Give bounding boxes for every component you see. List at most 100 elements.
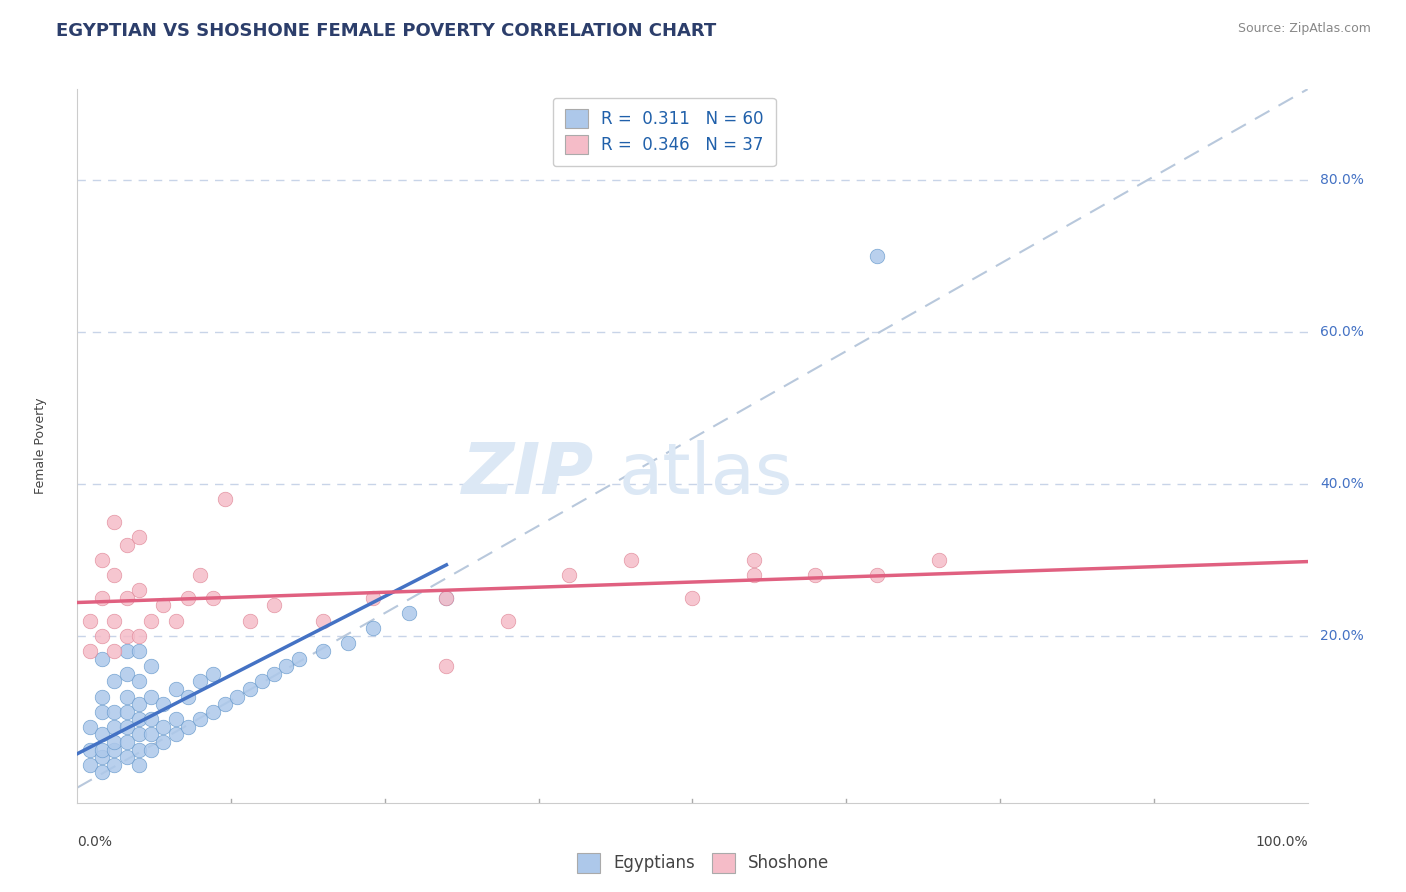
- Point: [90, 690, 114, 704]
- Text: 20.0%: 20.0%: [1320, 629, 1364, 643]
- Point: [188, 712, 212, 726]
- Point: [79, 644, 101, 658]
- Text: 80.0%: 80.0%: [1320, 173, 1364, 187]
- Point: [214, 492, 236, 507]
- Point: [128, 712, 150, 726]
- Point: [115, 690, 138, 704]
- Point: [128, 742, 150, 756]
- Point: [866, 568, 889, 582]
- Point: [103, 757, 125, 772]
- Point: [361, 591, 384, 605]
- Text: 40.0%: 40.0%: [1320, 477, 1364, 491]
- Point: [804, 568, 827, 582]
- Point: [141, 727, 163, 741]
- Point: [866, 249, 889, 263]
- Point: [90, 629, 114, 643]
- Point: [141, 659, 163, 673]
- Point: [152, 720, 174, 734]
- Point: [152, 599, 174, 613]
- Point: [165, 712, 187, 726]
- Point: [128, 727, 150, 741]
- Point: [128, 530, 150, 544]
- Point: [141, 690, 163, 704]
- Point: [165, 614, 187, 628]
- Point: [115, 644, 138, 658]
- Point: [152, 697, 174, 711]
- Point: [188, 568, 212, 582]
- Point: [79, 757, 101, 772]
- Point: [103, 735, 125, 749]
- Point: [128, 697, 150, 711]
- Point: [436, 659, 458, 673]
- Point: [115, 666, 138, 681]
- Text: 100.0%: 100.0%: [1256, 835, 1308, 849]
- Text: ZIP: ZIP: [461, 440, 595, 509]
- Point: [177, 690, 200, 704]
- Point: [103, 614, 125, 628]
- Point: [128, 644, 150, 658]
- Point: [115, 750, 138, 764]
- Point: [128, 583, 150, 598]
- Point: [201, 591, 224, 605]
- Point: [90, 651, 114, 665]
- Point: [103, 674, 125, 689]
- Point: [103, 742, 125, 756]
- Point: [79, 720, 101, 734]
- Legend: R =  0.311   N = 60, R =  0.346   N = 37: R = 0.311 N = 60, R = 0.346 N = 37: [553, 97, 776, 166]
- Point: [620, 553, 643, 567]
- Point: [79, 742, 101, 756]
- Point: [337, 636, 360, 650]
- Point: [188, 674, 212, 689]
- Point: [177, 591, 200, 605]
- Point: [312, 614, 335, 628]
- Point: [496, 614, 519, 628]
- Text: Female Poverty: Female Poverty: [34, 398, 46, 494]
- Point: [128, 757, 150, 772]
- Point: [214, 697, 236, 711]
- Point: [226, 690, 249, 704]
- Point: [90, 742, 114, 756]
- Point: [115, 538, 138, 552]
- Point: [79, 614, 101, 628]
- Point: [201, 666, 224, 681]
- Text: 0.0%: 0.0%: [77, 835, 112, 849]
- Point: [361, 621, 384, 635]
- Text: EGYPTIAN VS SHOSHONE FEMALE POVERTY CORRELATION CHART: EGYPTIAN VS SHOSHONE FEMALE POVERTY CORR…: [56, 22, 717, 40]
- Point: [141, 712, 163, 726]
- Point: [128, 629, 150, 643]
- Point: [103, 705, 125, 719]
- Point: [436, 591, 458, 605]
- Point: [201, 705, 224, 719]
- Point: [263, 599, 285, 613]
- Point: [90, 705, 114, 719]
- Point: [398, 606, 420, 620]
- Point: [115, 735, 138, 749]
- Point: [128, 674, 150, 689]
- Point: [165, 727, 187, 741]
- Text: Source: ZipAtlas.com: Source: ZipAtlas.com: [1237, 22, 1371, 36]
- Point: [682, 591, 704, 605]
- Legend: Egyptians, Shoshone: Egyptians, Shoshone: [569, 847, 837, 880]
- Point: [115, 720, 138, 734]
- Point: [742, 553, 765, 567]
- Point: [90, 727, 114, 741]
- Text: atlas: atlas: [619, 440, 793, 509]
- Point: [239, 614, 262, 628]
- Point: [250, 674, 273, 689]
- Point: [288, 651, 311, 665]
- Point: [141, 742, 163, 756]
- Point: [276, 659, 298, 673]
- Point: [103, 568, 125, 582]
- Point: [558, 568, 581, 582]
- Point: [90, 750, 114, 764]
- Point: [90, 553, 114, 567]
- Point: [141, 614, 163, 628]
- Point: [115, 591, 138, 605]
- Point: [742, 568, 765, 582]
- Point: [90, 765, 114, 780]
- Point: [165, 681, 187, 696]
- Point: [103, 720, 125, 734]
- Text: 60.0%: 60.0%: [1320, 325, 1364, 339]
- Point: [90, 591, 114, 605]
- Point: [263, 666, 285, 681]
